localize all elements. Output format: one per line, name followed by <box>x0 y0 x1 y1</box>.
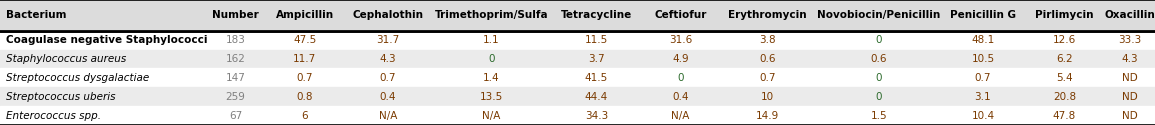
Text: 11.7: 11.7 <box>293 54 316 64</box>
Text: 10.4: 10.4 <box>971 110 994 120</box>
Text: 0: 0 <box>489 54 494 64</box>
Text: 11.5: 11.5 <box>584 35 609 45</box>
Text: Cephalothin: Cephalothin <box>352 10 424 20</box>
Text: Novobiocin/Penicillin: Novobiocin/Penicillin <box>818 10 940 20</box>
Text: N/A: N/A <box>671 110 690 120</box>
Text: 0: 0 <box>875 35 882 45</box>
Text: ND: ND <box>1122 92 1138 102</box>
Text: 0.4: 0.4 <box>380 92 396 102</box>
Text: 0: 0 <box>875 92 882 102</box>
Text: 147: 147 <box>225 73 246 83</box>
Bar <box>0 68 1155 87</box>
Text: 10.5: 10.5 <box>971 54 994 64</box>
Text: 0: 0 <box>875 73 882 83</box>
Text: 41.5: 41.5 <box>584 73 609 83</box>
Text: 0.7: 0.7 <box>975 73 991 83</box>
Text: 48.1: 48.1 <box>971 35 994 45</box>
Text: 4.9: 4.9 <box>672 54 688 64</box>
Text: 14.9: 14.9 <box>755 110 780 120</box>
Text: 1.4: 1.4 <box>483 73 500 83</box>
Text: Enterococcus spp.: Enterococcus spp. <box>6 110 100 120</box>
Text: 3.8: 3.8 <box>759 35 776 45</box>
Text: N/A: N/A <box>379 110 397 120</box>
Text: 0.8: 0.8 <box>297 92 313 102</box>
Text: 47.5: 47.5 <box>293 35 316 45</box>
Text: Tetracycline: Tetracycline <box>561 10 632 20</box>
Text: ND: ND <box>1122 110 1138 120</box>
Text: 10: 10 <box>761 92 774 102</box>
Text: 162: 162 <box>225 54 246 64</box>
Text: 0.7: 0.7 <box>380 73 396 83</box>
Text: Streptococcus dysgalactiae: Streptococcus dysgalactiae <box>6 73 149 83</box>
Text: 0.6: 0.6 <box>871 54 887 64</box>
Text: N/A: N/A <box>483 110 500 120</box>
Bar <box>0 87 1155 106</box>
Text: 259: 259 <box>225 92 246 102</box>
Text: Coagulase negative Staphylococci: Coagulase negative Staphylococci <box>6 35 207 45</box>
Text: 5.4: 5.4 <box>1056 73 1073 83</box>
Text: Pirlimycin: Pirlimycin <box>1035 10 1094 20</box>
Text: Ampicillin: Ampicillin <box>276 10 334 20</box>
Text: 4.3: 4.3 <box>1122 54 1138 64</box>
Text: 0.7: 0.7 <box>759 73 776 83</box>
Text: 12.6: 12.6 <box>1052 35 1076 45</box>
Text: 67: 67 <box>229 110 243 120</box>
Text: 44.4: 44.4 <box>584 92 609 102</box>
Text: 13.5: 13.5 <box>479 92 504 102</box>
Bar <box>0 106 1155 125</box>
Text: 1.5: 1.5 <box>871 110 887 120</box>
Text: 183: 183 <box>225 35 246 45</box>
Text: ND: ND <box>1122 73 1138 83</box>
Text: Erythromycin: Erythromycin <box>728 10 807 20</box>
Text: 34.3: 34.3 <box>584 110 609 120</box>
Text: 0: 0 <box>677 73 684 83</box>
Text: 6: 6 <box>301 110 308 120</box>
Text: Trimethoprim/Sulfa: Trimethoprim/Sulfa <box>434 10 549 20</box>
Text: Staphylococcus aureus: Staphylococcus aureus <box>6 54 126 64</box>
Bar <box>0 0 1155 31</box>
Text: 3.1: 3.1 <box>975 92 991 102</box>
Text: 0.4: 0.4 <box>672 92 688 102</box>
Text: Ceftiofur: Ceftiofur <box>654 10 707 20</box>
Text: 1.1: 1.1 <box>483 35 500 45</box>
Text: 4.3: 4.3 <box>380 54 396 64</box>
Text: 0.7: 0.7 <box>297 73 313 83</box>
Text: 33.3: 33.3 <box>1118 35 1141 45</box>
Text: 31.6: 31.6 <box>669 35 692 45</box>
Text: 20.8: 20.8 <box>1052 92 1076 102</box>
Text: Oxacillin: Oxacillin <box>1104 10 1155 20</box>
Text: 47.8: 47.8 <box>1052 110 1076 120</box>
Text: 31.7: 31.7 <box>377 35 400 45</box>
Text: 3.7: 3.7 <box>588 54 605 64</box>
Text: Number: Number <box>213 10 259 20</box>
Text: Bacterium: Bacterium <box>6 10 66 20</box>
Bar <box>0 31 1155 50</box>
Text: Streptococcus uberis: Streptococcus uberis <box>6 92 116 102</box>
Bar <box>0 50 1155 68</box>
Text: 0.6: 0.6 <box>759 54 776 64</box>
Text: Penicillin G: Penicillin G <box>949 10 1016 20</box>
Text: 6.2: 6.2 <box>1056 54 1073 64</box>
